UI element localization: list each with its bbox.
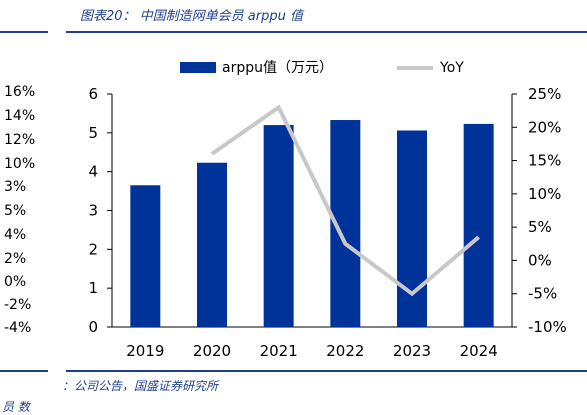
legend-label-yoy: YoY <box>439 60 464 76</box>
source-rule-left <box>0 370 48 372</box>
y-left-tick-label: 2 <box>88 240 98 258</box>
x-tick-label: 2022 <box>326 342 364 360</box>
y-left-tick-label: 5 <box>88 124 98 142</box>
y-right-tick-label: 15% <box>528 152 561 170</box>
figure-source: ：公司公告，国盛证券研究所 <box>62 377 218 394</box>
legend-swatch-arppu <box>180 62 216 73</box>
x-tick-label: 2019 <box>126 342 164 360</box>
bar-2024 <box>464 124 494 327</box>
y-right-tick-label: 5% <box>528 218 552 236</box>
page-footer-text: 员 数 <box>2 398 30 415</box>
y-left-tick-label: 0 <box>88 318 98 336</box>
y-right-tick-label: 10% <box>528 185 561 203</box>
bar-2023 <box>397 131 427 327</box>
y-left-tick-label: 6 <box>88 85 98 103</box>
y-left-tick-label: 3 <box>88 202 98 220</box>
legend-label-arppu: arppu值（万元） <box>222 60 333 76</box>
bar-2019 <box>130 185 160 327</box>
x-tick-label: 2021 <box>260 342 298 360</box>
y-right-tick-label: 25% <box>528 85 561 103</box>
y-right-tick-label: -5% <box>528 285 557 303</box>
y-left-tick-label: 1 <box>88 279 98 297</box>
x-tick-label: 2023 <box>393 342 431 360</box>
x-tick-label: 2020 <box>193 342 231 360</box>
bar-2020 <box>197 163 227 327</box>
x-tick-label: 2024 <box>460 342 498 360</box>
y-right-tick-label: -10% <box>528 318 567 336</box>
source-rule-main <box>66 370 587 372</box>
bar-2021 <box>264 125 294 327</box>
y-right-tick-label: 20% <box>528 118 561 136</box>
y-left-tick-label: 4 <box>88 163 98 181</box>
y-right-tick-label: 0% <box>528 251 552 269</box>
